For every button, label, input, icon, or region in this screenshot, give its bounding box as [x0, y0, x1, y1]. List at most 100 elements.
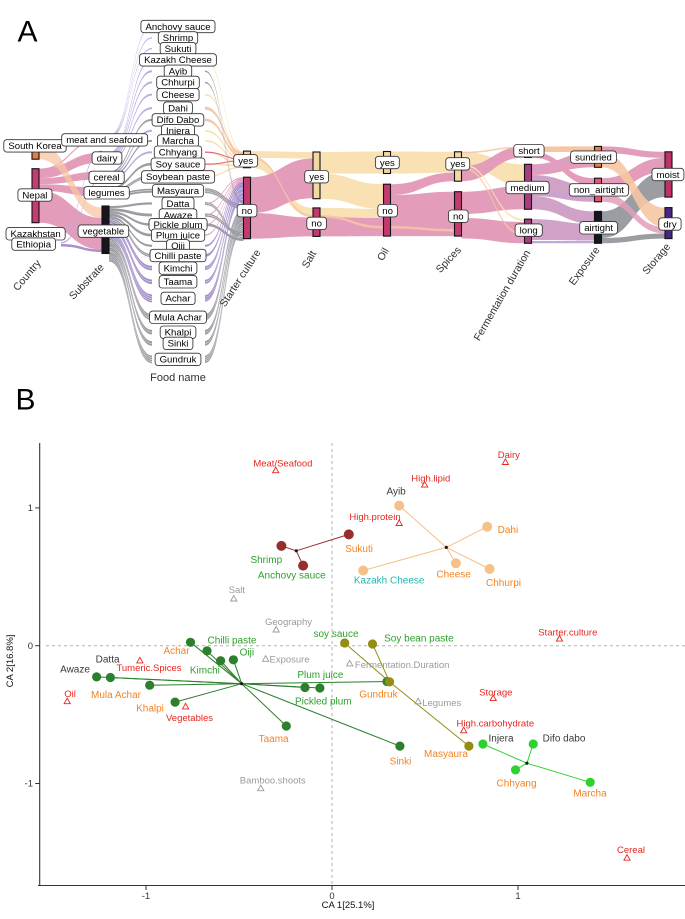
svg-text:0: 0: [329, 891, 334, 902]
svg-text:Oiji: Oiji: [240, 647, 254, 658]
svg-text:Food name: Food name: [150, 372, 206, 384]
svg-text:Chhyang: Chhyang: [159, 148, 197, 159]
svg-text:Masyaura: Masyaura: [157, 186, 200, 197]
svg-text:Gundruk: Gundruk: [160, 355, 197, 366]
svg-text:B: B: [16, 384, 36, 417]
svg-text:Kimchi: Kimchi: [190, 665, 220, 676]
svg-text:Masyaura: Masyaura: [424, 749, 468, 760]
svg-text:Khalpi: Khalpi: [165, 328, 192, 339]
svg-text:1: 1: [515, 891, 520, 902]
svg-text:cereal: cereal: [94, 173, 120, 184]
svg-text:Shrimp: Shrimp: [250, 555, 282, 566]
svg-text:Datta: Datta: [167, 199, 191, 210]
svg-text:Pickled plum: Pickled plum: [295, 696, 352, 707]
svg-text:Soy sauce: Soy sauce: [156, 160, 201, 171]
svg-text:Taama: Taama: [164, 277, 193, 288]
svg-text:Gundruk: Gundruk: [359, 690, 398, 701]
svg-text:dairy: dairy: [97, 153, 118, 164]
svg-text:Taama: Taama: [259, 734, 289, 745]
svg-text:Difo Dabo: Difo Dabo: [157, 115, 200, 126]
svg-text:Kazakh Cheese: Kazakh Cheese: [144, 55, 212, 66]
svg-text:yes: yes: [380, 158, 395, 169]
svg-text:Khalpi: Khalpi: [136, 704, 164, 715]
svg-text:Kimchi: Kimchi: [164, 263, 193, 274]
svg-text:medium: medium: [511, 183, 545, 194]
svg-text:Dairy: Dairy: [498, 450, 520, 461]
svg-text:Cheese: Cheese: [161, 90, 194, 101]
svg-text:no: no: [382, 206, 393, 217]
svg-text:Dahi: Dahi: [498, 525, 519, 536]
svg-text:Geography: Geography: [265, 617, 312, 628]
svg-text:no: no: [242, 206, 253, 217]
svg-text:Achar: Achar: [163, 646, 190, 657]
svg-text:Chhyang: Chhyang: [496, 779, 536, 790]
svg-text:yes: yes: [450, 159, 465, 170]
svg-text:Oil: Oil: [375, 246, 392, 263]
svg-text:Pickle plum: Pickle plum: [153, 220, 202, 231]
svg-text:Tumeric.Spices: Tumeric.Spices: [116, 663, 181, 674]
svg-text:Plum juice: Plum juice: [297, 670, 344, 681]
svg-text:Sukuti: Sukuti: [345, 544, 373, 555]
svg-text:Awaze: Awaze: [164, 210, 193, 221]
svg-text:Cheese: Cheese: [436, 569, 471, 580]
svg-text:Marcha: Marcha: [162, 136, 195, 147]
svg-text:dry: dry: [663, 219, 677, 230]
svg-text:moist: moist: [657, 170, 680, 181]
svg-text:High.lipid: High.lipid: [411, 473, 450, 484]
svg-text:0: 0: [28, 641, 33, 652]
svg-text:Cereal: Cereal: [617, 845, 645, 856]
svg-text:meat and seafood: meat and seafood: [66, 135, 143, 146]
svg-text:South Korea: South Korea: [8, 141, 62, 152]
svg-text:High.carbohydrate: High.carbohydrate: [456, 719, 534, 730]
svg-text:Ayib: Ayib: [386, 487, 406, 498]
svg-text:Fermentation.Duration: Fermentation.Duration: [355, 660, 450, 671]
svg-text:Chilli paste: Chilli paste: [155, 251, 202, 262]
svg-text:Sukuti: Sukuti: [165, 44, 192, 55]
svg-text:Anchovy sauce: Anchovy sauce: [258, 571, 326, 582]
svg-text:Ethiopia: Ethiopia: [16, 239, 51, 250]
svg-text:1: 1: [28, 503, 33, 514]
svg-text:Salt: Salt: [229, 585, 246, 596]
svg-text:Soybean paste: Soybean paste: [146, 172, 210, 183]
svg-text:soy sauce: soy sauce: [313, 629, 358, 640]
svg-text:CA 2[16.8%]: CA 2[16.8%]: [5, 635, 16, 688]
svg-text:CA 1[25.1%]: CA 1[25.1%]: [322, 900, 375, 911]
svg-text:Awaze: Awaze: [60, 665, 90, 676]
svg-text:vegetable: vegetable: [83, 226, 125, 237]
svg-text:High.protein: High.protein: [349, 512, 400, 523]
svg-text:A: A: [18, 16, 38, 49]
svg-text:Anchovy sauce: Anchovy sauce: [145, 22, 210, 33]
svg-text:Bamboo.shoots: Bamboo.shoots: [240, 776, 306, 787]
svg-text:short: short: [518, 146, 540, 157]
svg-text:Dahi: Dahi: [168, 103, 188, 114]
svg-text:Storage: Storage: [479, 687, 512, 698]
svg-text:Vegetables: Vegetables: [166, 713, 213, 724]
svg-text:no: no: [311, 219, 322, 230]
svg-text:Mula Achar: Mula Achar: [154, 313, 203, 324]
svg-text:airtight: airtight: [584, 223, 613, 234]
svg-text:legumes: legumes: [88, 188, 124, 199]
svg-text:Difo dabo: Difo dabo: [543, 733, 586, 744]
svg-text:Marcha: Marcha: [573, 788, 607, 799]
svg-text:Oiji: Oiji: [171, 241, 185, 252]
svg-text:Ayib: Ayib: [169, 67, 188, 78]
svg-text:no: no: [453, 212, 464, 223]
svg-text:Chhurpi: Chhurpi: [161, 78, 195, 89]
svg-text:Kazakhstan: Kazakhstan: [11, 229, 61, 240]
svg-text:yes: yes: [238, 156, 253, 167]
svg-text:Starter.culture: Starter.culture: [538, 627, 597, 638]
svg-text:non_airtight: non_airtight: [574, 185, 624, 196]
svg-text:Legumes: Legumes: [422, 698, 461, 709]
svg-text:long: long: [520, 225, 538, 236]
svg-text:Nepal: Nepal: [22, 190, 47, 201]
svg-text:-1: -1: [142, 891, 150, 902]
svg-text:Injera: Injera: [488, 733, 513, 744]
svg-text:Mula Achar: Mula Achar: [91, 690, 142, 701]
svg-text:Sinki: Sinki: [390, 757, 412, 768]
svg-text:Chhurpi: Chhurpi: [486, 578, 521, 589]
svg-text:Achar: Achar: [165, 294, 191, 305]
svg-text:Exposure: Exposure: [270, 654, 310, 665]
svg-text:Soy bean paste: Soy bean paste: [384, 633, 454, 644]
svg-text:-1: -1: [25, 779, 33, 790]
svg-text:Injera: Injera: [166, 126, 191, 137]
